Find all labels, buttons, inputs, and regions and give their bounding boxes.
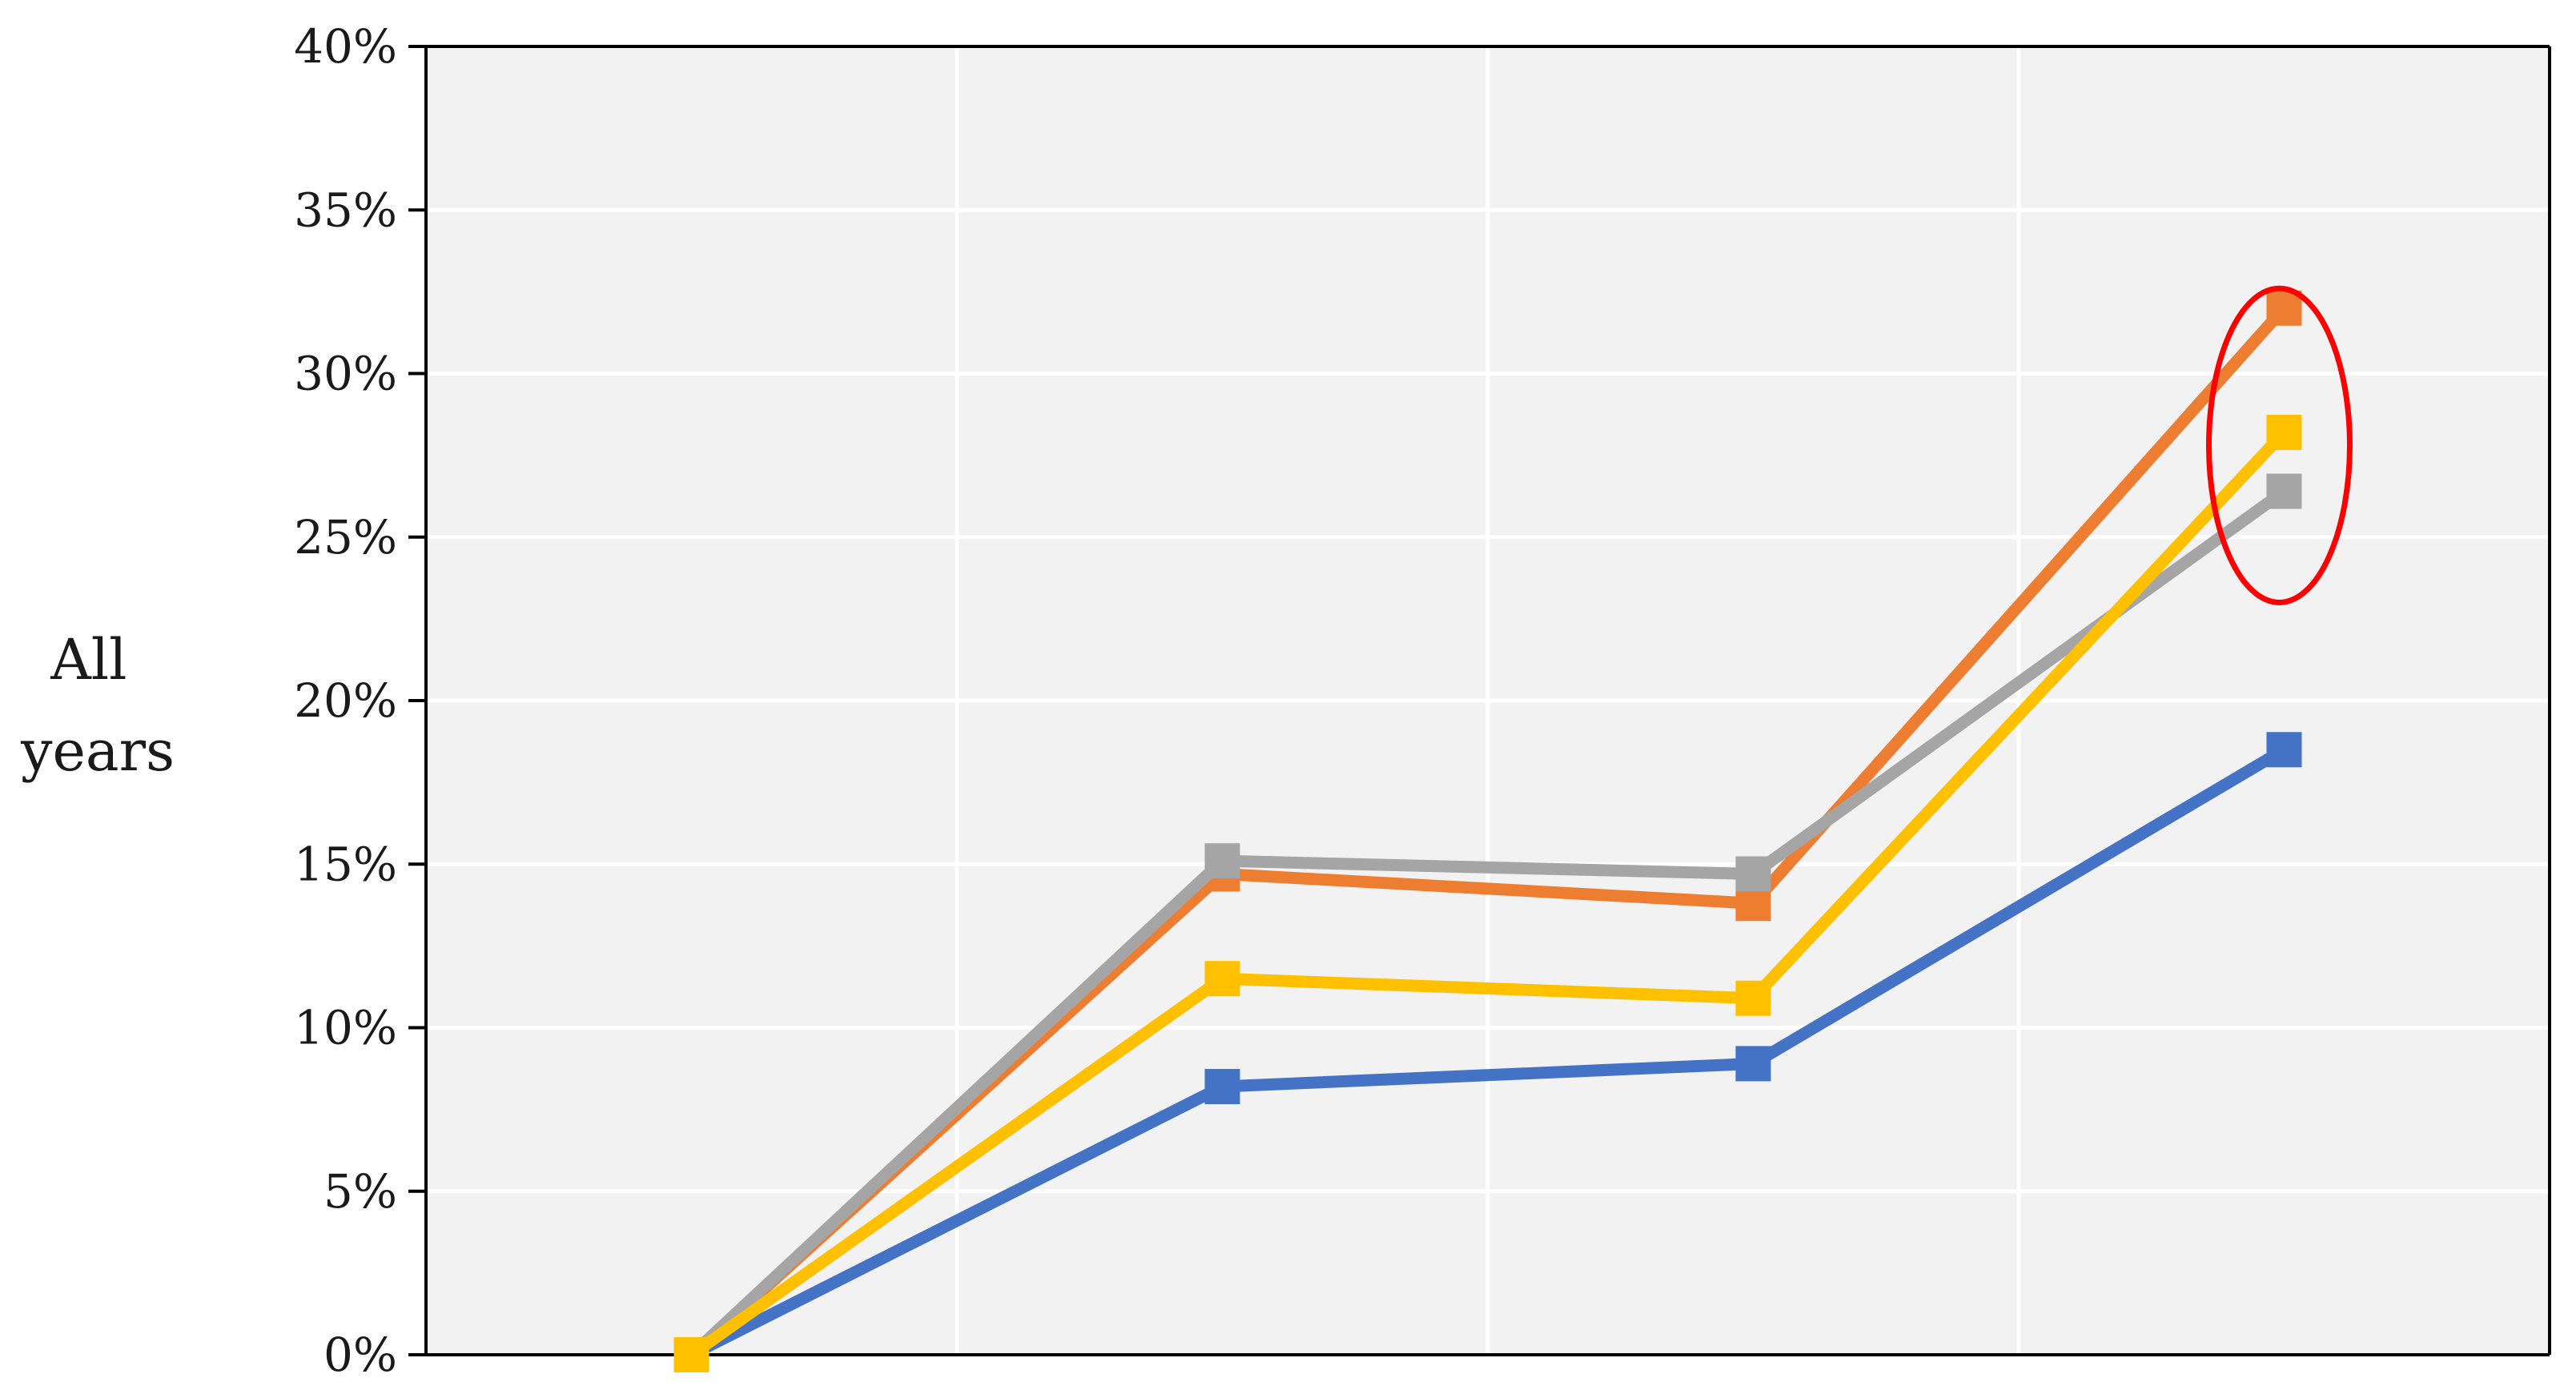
y-axis-label: All years: [20, 627, 175, 784]
y-tick-label: 20%: [294, 673, 397, 728]
y-tick-label: 10%: [294, 1001, 397, 1055]
data-point: [1735, 1046, 1771, 1082]
data-point: [1735, 886, 1771, 922]
data-point: [1735, 980, 1771, 1016]
series-group: [673, 290, 2302, 1372]
y-tick-label: 30%: [294, 347, 397, 401]
data-point: [673, 1337, 709, 1372]
series-line: [689, 744, 2288, 1360]
axes: [408, 45, 2551, 1356]
data-point: [2266, 732, 2302, 768]
highlight-ellipse: [2206, 285, 2353, 605]
series-3: [673, 415, 2302, 1372]
series-line: [687, 486, 2288, 1360]
y-tick-label: 5%: [324, 1164, 397, 1219]
data-point: [1735, 856, 1771, 892]
y-tick-labels: 0% 5% 10% 15% 20% 25% 30% 35% 40%: [294, 19, 397, 1382]
y-tick-label: 15%: [294, 837, 397, 891]
series-2: [673, 473, 2302, 1372]
data-point: [2266, 415, 2302, 451]
y-tick-label: 35%: [294, 183, 397, 237]
data-point: [2266, 290, 2302, 326]
y-axis-label-line-1: All: [50, 627, 127, 693]
data-point: [2266, 473, 2302, 509]
annotations: [2206, 285, 2353, 605]
series-line: [688, 428, 2289, 1360]
y-tick-label: 25%: [294, 510, 397, 564]
data-point: [1204, 1069, 1240, 1105]
y-axis-label-line-2: years: [20, 718, 175, 784]
y-tick-label: 40%: [294, 19, 397, 74]
data-point: [1204, 961, 1240, 997]
y-tick-label: 0%: [324, 1328, 397, 1382]
data-point: [1204, 843, 1240, 879]
